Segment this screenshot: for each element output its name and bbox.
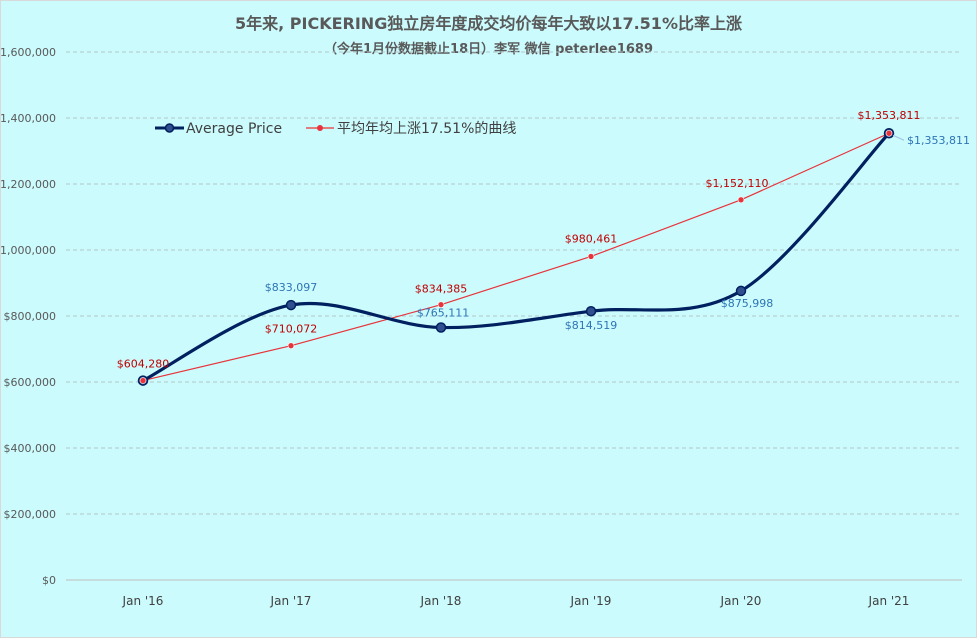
y-tick-label: $600,000 — [4, 376, 57, 389]
x-tick-label: Jan '19 — [570, 594, 612, 608]
y-tick-label: $1,000,000 — [0, 244, 56, 257]
series-line-average-price — [142, 132, 891, 383]
legend: Average Price 平均年均上涨17.51%的曲线 — [155, 121, 516, 137]
point-average-price — [735, 285, 747, 297]
data-label-average-price: $875,998 — [721, 297, 774, 310]
point-trend — [885, 129, 893, 137]
x-tick-label: Jan '21 — [868, 594, 910, 608]
data-label-trend: $980,461 — [565, 232, 618, 245]
y-tick-label: $800,000 — [4, 310, 57, 323]
point-average-price — [435, 322, 447, 333]
x-tick-label: Jan '20 — [720, 594, 762, 608]
legend-label-average-price: Average Price — [186, 121, 282, 137]
y-tick-label: $1,200,000 — [0, 178, 56, 191]
y-axis-ticks: $0 $200,000 $400,000 $600,000 $800,000 $1,000… — [0, 46, 56, 587]
point-average-price — [285, 299, 297, 311]
point-trend — [437, 301, 445, 308]
y-tick-label: $200,000 — [4, 508, 57, 521]
data-label-average-price: $765,111 — [417, 307, 470, 320]
data-label-trend: $1,353,811 — [858, 109, 921, 122]
data-label-trend: $604,280 — [117, 358, 170, 371]
y-tick-label: $1,600,000 — [0, 46, 56, 59]
data-label-average-price: $833,097 — [265, 281, 318, 294]
data-labels: $833,097 $765,111 $814,519 $875,998 $1,353,8… — [117, 109, 970, 370]
data-label-trend: $1,152,110 — [706, 177, 769, 190]
gridlines — [66, 51, 962, 581]
point-average-price — [585, 305, 597, 317]
point-trend — [287, 342, 295, 349]
chart-subtitle: （今年1月份数据截止18日）李军 微信 peterlee1689 — [323, 42, 654, 57]
data-label-trend: $834,385 — [415, 283, 468, 296]
chart-title: 5年来, PICKERING独立房年度成交均价每年大致以17.51%比率上涨 — [235, 14, 742, 33]
x-tick-label: Jan '17 — [270, 594, 312, 608]
data-label-trend: $710,072 — [265, 323, 318, 336]
point-trend — [587, 253, 595, 260]
y-tick-label: $0 — [42, 574, 56, 587]
legend-marker-trend — [317, 125, 323, 131]
point-trend — [139, 377, 147, 384]
x-tick-label: Jan '18 — [420, 594, 462, 608]
y-tick-label: $1,400,000 — [0, 112, 56, 125]
legend-marker-average-price — [164, 123, 175, 133]
legend-label-trend: 平均年均上涨17.51%的曲线 — [337, 121, 516, 137]
series-line-trend — [142, 132, 890, 382]
point-trend — [737, 196, 745, 204]
data-label-average-price: $1,353,811 — [907, 134, 970, 147]
data-label-average-price: $814,519 — [565, 319, 618, 332]
series — [137, 127, 895, 386]
leader-line — [892, 134, 905, 141]
x-axis-ticks: Jan '16 Jan '17 Jan '18 Jan '19 Jan '20 Jan '… — [122, 594, 910, 608]
x-tick-label: Jan '16 — [122, 594, 164, 608]
y-tick-label: $400,000 — [4, 442, 57, 455]
